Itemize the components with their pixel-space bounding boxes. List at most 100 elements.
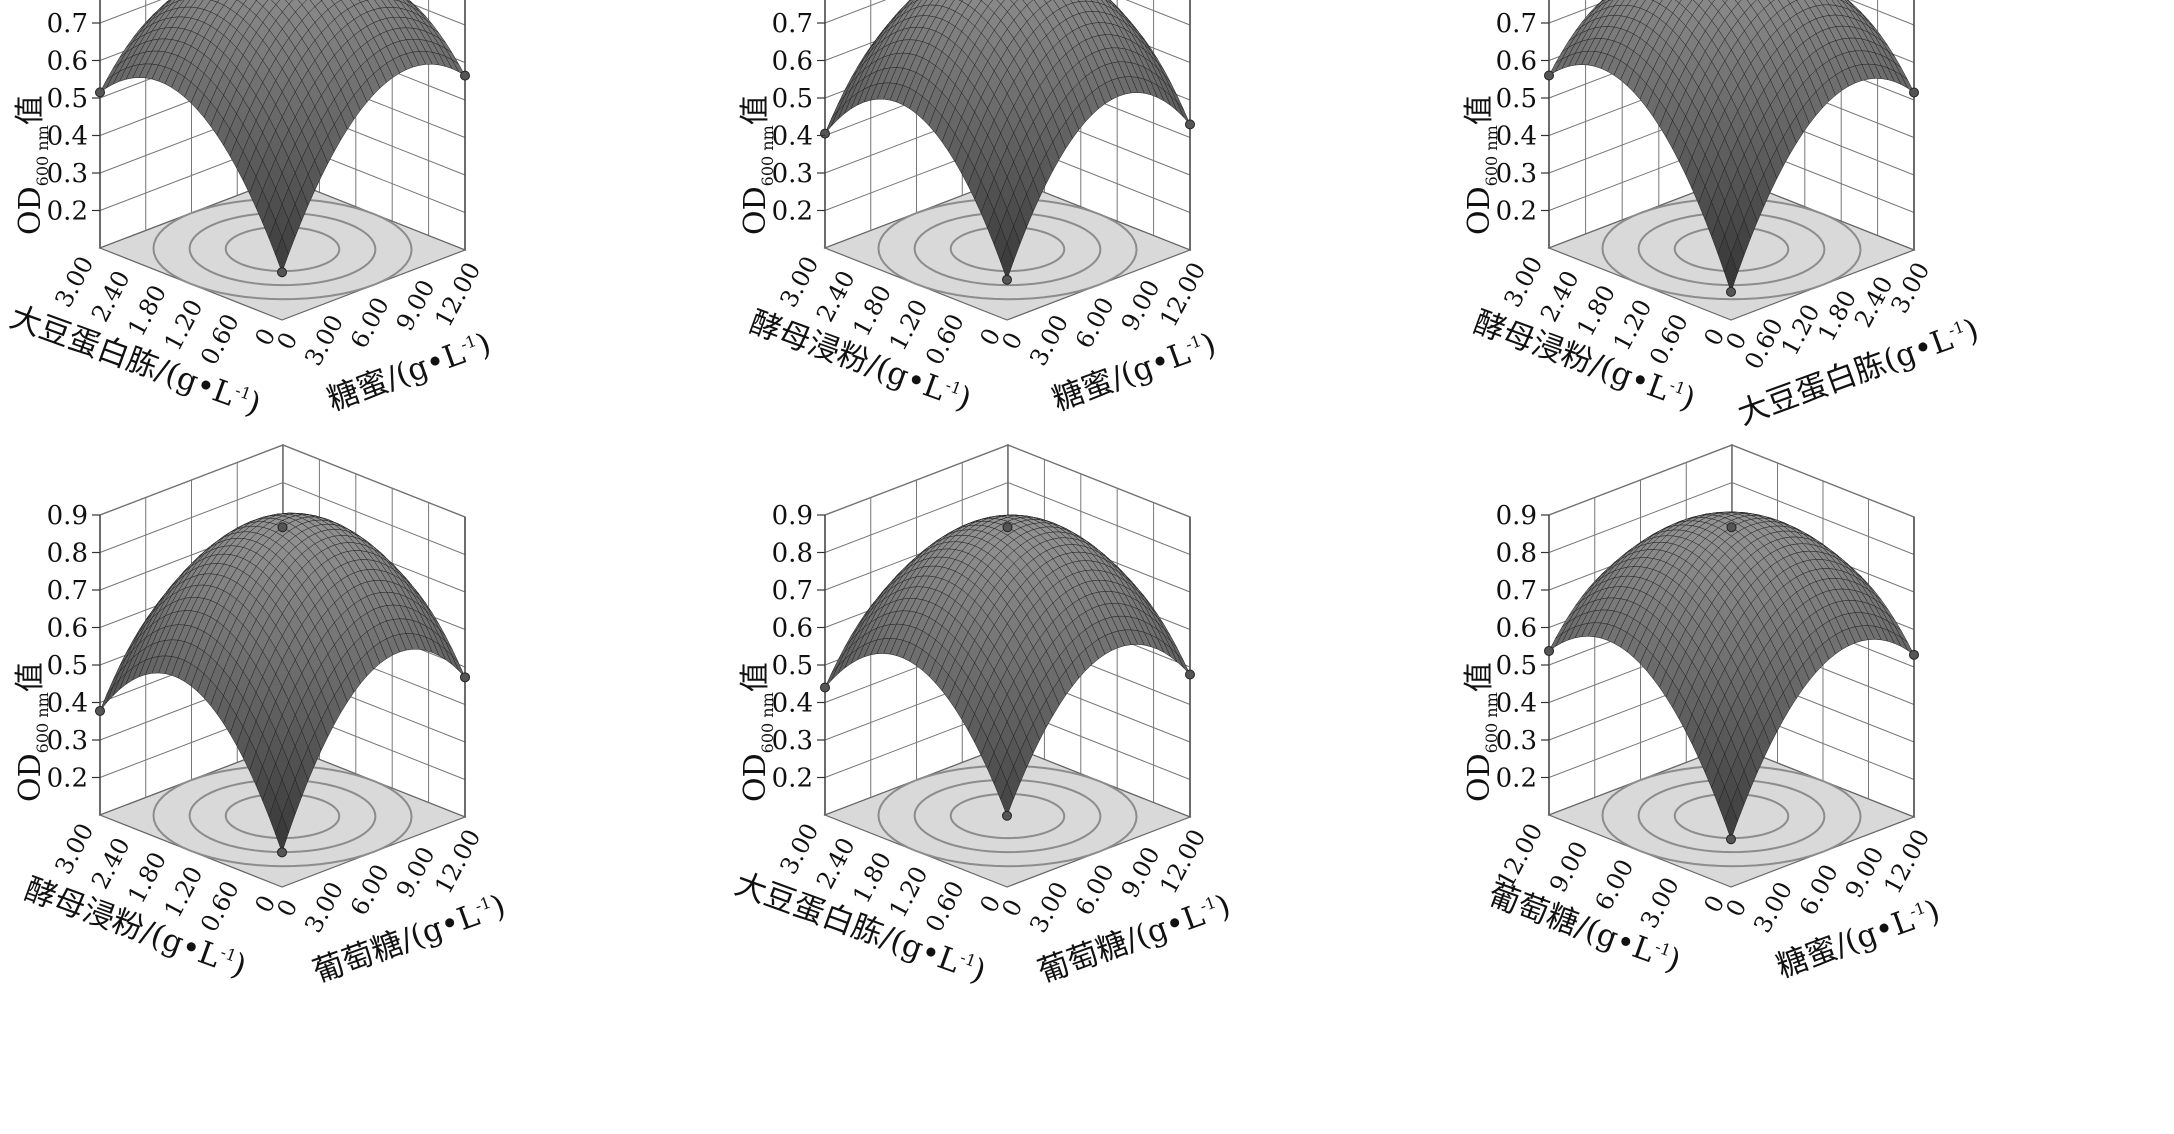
design-point	[1002, 522, 1013, 533]
contour-line	[877, 764, 1138, 868]
z-tick-label: 0.4	[772, 122, 813, 152]
z-tick-label: 0.8	[772, 539, 813, 569]
surface-cell	[1708, 0, 1715, 4]
z-tick-label: 0.9	[47, 501, 88, 531]
right-axis-tick-label: 3.00	[299, 310, 349, 370]
z-tick-label: 0.6	[47, 614, 88, 644]
z-tick-label: 0.9	[772, 501, 813, 531]
z-gridline	[1548, 481, 1915, 555]
z-tick-label: 0.8	[47, 0, 88, 2]
z-tick-label: 0.8	[772, 0, 813, 2]
z-tick-label: 0.3	[1496, 159, 1537, 189]
design-point	[1185, 119, 1195, 130]
right-axis-tick-label: 6.00	[1070, 293, 1120, 353]
z-gridline	[1548, 444, 1915, 518]
response-surface	[1548, 511, 1915, 840]
right-axis-tick-label: 9.00	[391, 842, 441, 902]
z-tick-label: 0.7	[47, 576, 88, 606]
contour-line	[1601, 764, 1862, 868]
right-axis-tick-label: 0	[996, 328, 1028, 355]
z-axis-label: OD600 nm值	[738, 662, 777, 802]
surface-cell	[1000, 242, 1014, 281]
response-surface	[1548, 0, 1915, 293]
z-tick-label: 0.5	[47, 84, 88, 114]
design-point	[820, 682, 830, 693]
z-tick-label: 0.3	[47, 159, 88, 189]
design-point	[460, 70, 470, 81]
surface-cell	[1674, 0, 1682, 4]
z-tick-label: 0.3	[772, 726, 813, 756]
design-point	[1002, 274, 1012, 285]
z-gridline	[824, 481, 1191, 555]
contour-line	[152, 764, 413, 868]
surface-cell	[275, 814, 289, 854]
z-tick-label: 0.7	[1496, 9, 1537, 39]
right-axis-tick-label: 6.00	[345, 293, 395, 353]
surface-cell	[1000, 781, 1014, 817]
contour-line	[949, 792, 1066, 840]
surface-plot-6: 0.2 0.3 0.4 0.5 0.6 0.7 0.8 0.9 OD600 nm值 0 3.00 6.…	[1449, 444, 2174, 1134]
response-surface	[99, 512, 466, 854]
right-axis-tick-label: 0	[271, 328, 303, 355]
surface-cell	[275, 236, 289, 273]
right-axis-tick-label: 3.00	[1024, 310, 1074, 370]
design-point	[95, 87, 105, 98]
z-tick-label: 0.3	[772, 159, 813, 189]
response-surface	[99, 0, 466, 273]
design-point	[95, 705, 105, 716]
floor-contours	[877, 764, 1138, 868]
design-point	[277, 522, 288, 533]
z-tick-label: 0.2	[47, 764, 88, 794]
surface-cell	[1010, 0, 1018, 5]
contour-line	[913, 778, 1102, 854]
contour-line	[152, 197, 413, 301]
z-tick-label: 0.5	[772, 651, 813, 681]
surface-plot-5: 0.2 0.3 0.4 0.5 0.6 0.7 0.8 0.9 OD600 nm值 0 0.60 1.…	[725, 444, 1450, 1134]
z-tick-label: 0.3	[47, 726, 88, 756]
z-axis-label: OD600 nm值	[13, 95, 52, 235]
right-axis-tick-label: 3.00	[299, 877, 349, 937]
design-point	[1185, 669, 1195, 680]
contour-line	[1637, 778, 1826, 854]
right-axis-tick-label: 12.00	[429, 258, 486, 332]
surface-cell	[284, 0, 293, 5]
response-surface	[824, 514, 1191, 817]
right-axis-tick-label: 12.00	[429, 825, 486, 899]
right-axis-tick-label: 3.00	[1024, 877, 1074, 937]
right-axis-tick-label: 9.00	[391, 275, 441, 335]
contour-line	[877, 197, 1138, 301]
design-point	[277, 267, 287, 278]
z-tick-label: 0.5	[1496, 84, 1537, 114]
right-axis-tick-label: 9.00	[1116, 842, 1166, 902]
response-surface	[824, 0, 1191, 281]
z-tick-label: 0.2	[772, 197, 813, 227]
surface-cell	[996, 0, 1005, 5]
design-point	[820, 128, 830, 139]
surface-cell	[1734, 0, 1742, 4]
right-axis-tick-label: 0	[271, 895, 303, 922]
z-tick-label: 0.6	[772, 614, 813, 644]
z-axis-label: OD600 nm值	[13, 662, 52, 802]
design-points	[95, 70, 470, 278]
z-tick-label: 0.8	[47, 539, 88, 569]
z-tick-label: 0.4	[1496, 122, 1537, 152]
z-tick-label: 0.2	[1496, 197, 1537, 227]
z-gridline	[824, 444, 1191, 518]
z-tick-label: 0.8	[1496, 0, 1537, 2]
design-points	[95, 522, 470, 858]
z-tick-label: 0.4	[47, 689, 88, 719]
design-point	[1909, 87, 1919, 98]
z-tick-label: 0.6	[772, 47, 813, 77]
design-points	[820, 522, 1195, 821]
